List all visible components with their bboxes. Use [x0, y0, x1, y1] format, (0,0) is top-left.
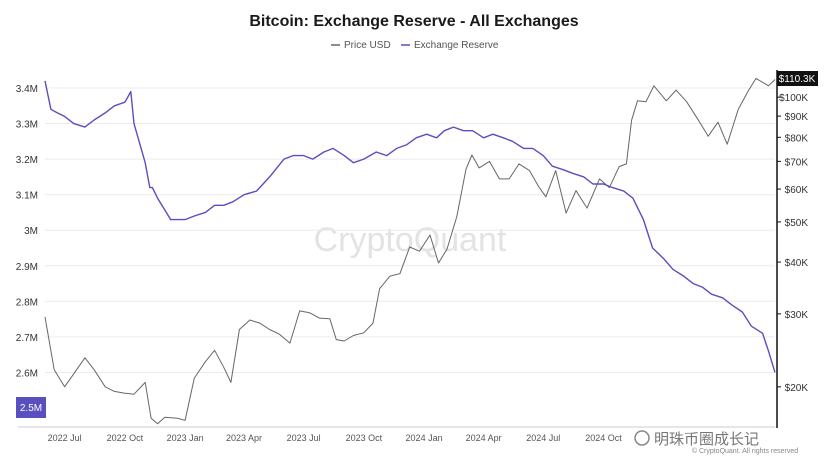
legend: Price USD Exchange Reserve [331, 40, 499, 51]
y-left-tick-label: 2.6M [16, 368, 38, 379]
y-left-tick-label: 3M [24, 226, 38, 237]
y-left-tick-label: 2.8M [16, 297, 38, 308]
x-tick-label: 2024 Oct [585, 433, 622, 443]
x-tick-label: 2023 Jul [287, 433, 321, 443]
current-reserve-badge: 2.5M [16, 397, 46, 418]
current-price-badge-text: $110.3K [779, 74, 816, 85]
legend-label-price: Price USD [344, 40, 391, 51]
y-left-tick-label: 3.3M [16, 120, 38, 131]
y-left-tick-label: 2.9M [16, 262, 38, 273]
x-tick-label: 2024 Apr [466, 433, 502, 443]
x-axis: 2022 Jul 2022 Oct 2023 Jan 2023 Apr 2023 Jul… [18, 426, 775, 443]
price-usd-line [44, 77, 776, 425]
current-price-badge: $110.3K [777, 71, 818, 86]
grid [45, 87, 775, 373]
y-axis-left: 3.4M 3.3M 3.2M 3.1M 3M 2.9M 2.8M 2.7M 2.6M [16, 84, 38, 379]
y-axis-right: $100K $90K $80K $70K $60K $50K $40K $30K $20K [776, 70, 809, 428]
x-tick-label: 2022 Oct [107, 433, 144, 443]
y-left-tick-label: 2.7M [16, 333, 38, 344]
x-tick-label: 2024 Jul [526, 433, 560, 443]
legend-label-reserve: Exchange Reserve [414, 40, 499, 51]
watermark-text: CryptoQuant [314, 221, 507, 259]
social-overlay: 明珠币圈成长记 [634, 430, 759, 448]
x-tick-label: 2022 Jul [48, 433, 82, 443]
y-right-tick-label: $90K [785, 112, 809, 123]
x-tick-label: 2023 Oct [346, 433, 383, 443]
y-right-tick-label: $100K [779, 93, 808, 104]
social-overlay-text: 明珠币圈成长记 [654, 430, 759, 448]
series-lines [44, 77, 776, 425]
current-reserve-badge-text: 2.5M [20, 403, 42, 414]
y-right-tick-label: $30K [785, 310, 809, 321]
y-right-tick-label: $60K [785, 185, 809, 196]
y-left-tick-label: 3.1M [16, 191, 38, 202]
current-reserve-badge-box [16, 397, 46, 418]
y-right-tick-label: $70K [785, 157, 809, 168]
y-right-tick-label: $20K [785, 383, 809, 394]
x-tick-label: 2023 Apr [226, 433, 262, 443]
y-right-tick-label: $50K [785, 218, 809, 229]
chart-title: Bitcoin: Exchange Reserve - All Exchange… [249, 13, 578, 30]
current-price-badge-box [777, 71, 818, 86]
y-right-tick-label: $40K [785, 258, 809, 269]
x-tick-label: 2023 Jan [167, 433, 204, 443]
exchange-reserve-line [44, 80, 776, 373]
y-right-tick-label: $80K [785, 133, 809, 144]
copyright-credit: © CryptoQuant. All rights reserved [692, 447, 798, 455]
weibo-icon [634, 430, 650, 446]
x-tick-label: 2024 Jan [406, 433, 443, 443]
y-left-tick-label: 3.4M [16, 84, 38, 95]
y-left-tick-label: 3.2M [16, 155, 38, 166]
